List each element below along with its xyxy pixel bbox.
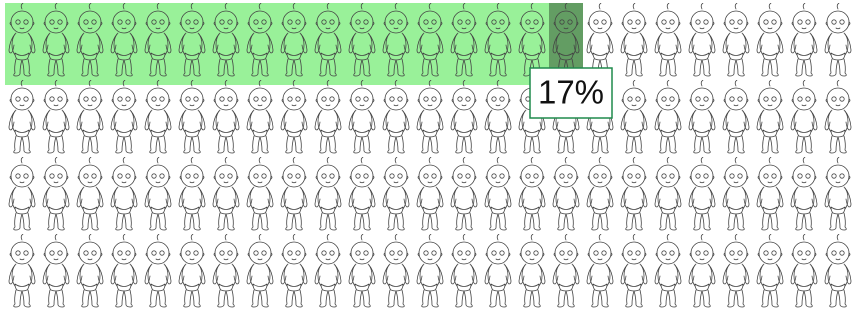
person-icon <box>621 3 647 76</box>
person-icon <box>315 80 341 153</box>
person-icon <box>553 234 579 307</box>
person-icon <box>655 157 681 230</box>
person-icon <box>655 3 681 76</box>
person-icon <box>791 3 817 76</box>
person-icon <box>757 80 783 153</box>
person-icon <box>689 157 715 230</box>
person-icon <box>757 157 783 230</box>
value-label: 17% <box>538 74 604 111</box>
person-icon <box>689 80 715 153</box>
person-icon <box>9 157 35 230</box>
person-icon <box>791 157 817 230</box>
person-icon <box>689 234 715 307</box>
person-icon <box>43 80 69 153</box>
person-icon <box>383 157 409 230</box>
person-icon <box>281 234 307 307</box>
person-icon <box>723 157 749 230</box>
person-icon <box>791 234 817 307</box>
person-icon <box>417 80 443 153</box>
person-icon <box>9 80 35 153</box>
person-icon <box>485 157 511 230</box>
person-icon <box>111 80 137 153</box>
person-icon <box>825 80 851 153</box>
person-icon <box>723 234 749 307</box>
person-icon <box>247 157 273 230</box>
person-icon <box>213 157 239 230</box>
person-icon <box>757 3 783 76</box>
person-icon <box>723 80 749 153</box>
person-icon <box>451 80 477 153</box>
person-icon <box>179 80 205 153</box>
person-icon <box>349 157 375 230</box>
person-icon <box>621 80 647 153</box>
person-icon <box>383 80 409 153</box>
person-icon <box>43 157 69 230</box>
person-icon <box>179 157 205 230</box>
pictogram-chart: 17% <box>0 0 863 311</box>
person-icon <box>383 234 409 307</box>
person-icon <box>587 3 613 76</box>
person-icon <box>9 234 35 307</box>
person-icon <box>247 80 273 153</box>
person-icon <box>281 157 307 230</box>
person-icon <box>655 80 681 153</box>
person-icon <box>281 80 307 153</box>
person-icon <box>655 234 681 307</box>
person-icon <box>179 234 205 307</box>
person-icon <box>417 234 443 307</box>
person-icon <box>757 234 783 307</box>
person-icon <box>145 157 171 230</box>
person-icon <box>791 80 817 153</box>
person-icon <box>519 234 545 307</box>
person-icon <box>349 80 375 153</box>
person-icon <box>621 157 647 230</box>
person-icon <box>43 234 69 307</box>
person-icon <box>723 3 749 76</box>
person-icon <box>111 157 137 230</box>
person-icon <box>825 157 851 230</box>
person-icon <box>553 157 579 230</box>
person-icon <box>417 157 443 230</box>
person-icon <box>145 80 171 153</box>
person-icon <box>77 234 103 307</box>
person-icon <box>689 3 715 76</box>
person-icon <box>77 80 103 153</box>
person-icon <box>587 157 613 230</box>
person-icon <box>825 3 851 76</box>
person-icon <box>349 234 375 307</box>
person-icon <box>519 157 545 230</box>
person-icon <box>451 157 477 230</box>
person-icon <box>213 234 239 307</box>
person-icon <box>247 234 273 307</box>
person-icon <box>485 234 511 307</box>
person-icon <box>451 234 477 307</box>
person-icon <box>145 234 171 307</box>
person-icon <box>213 80 239 153</box>
person-icon <box>315 234 341 307</box>
person-icon <box>485 80 511 153</box>
person-icon <box>587 234 613 307</box>
person-icon <box>315 157 341 230</box>
person-icon <box>77 157 103 230</box>
person-icon <box>621 234 647 307</box>
person-icon <box>111 234 137 307</box>
person-icon <box>825 234 851 307</box>
